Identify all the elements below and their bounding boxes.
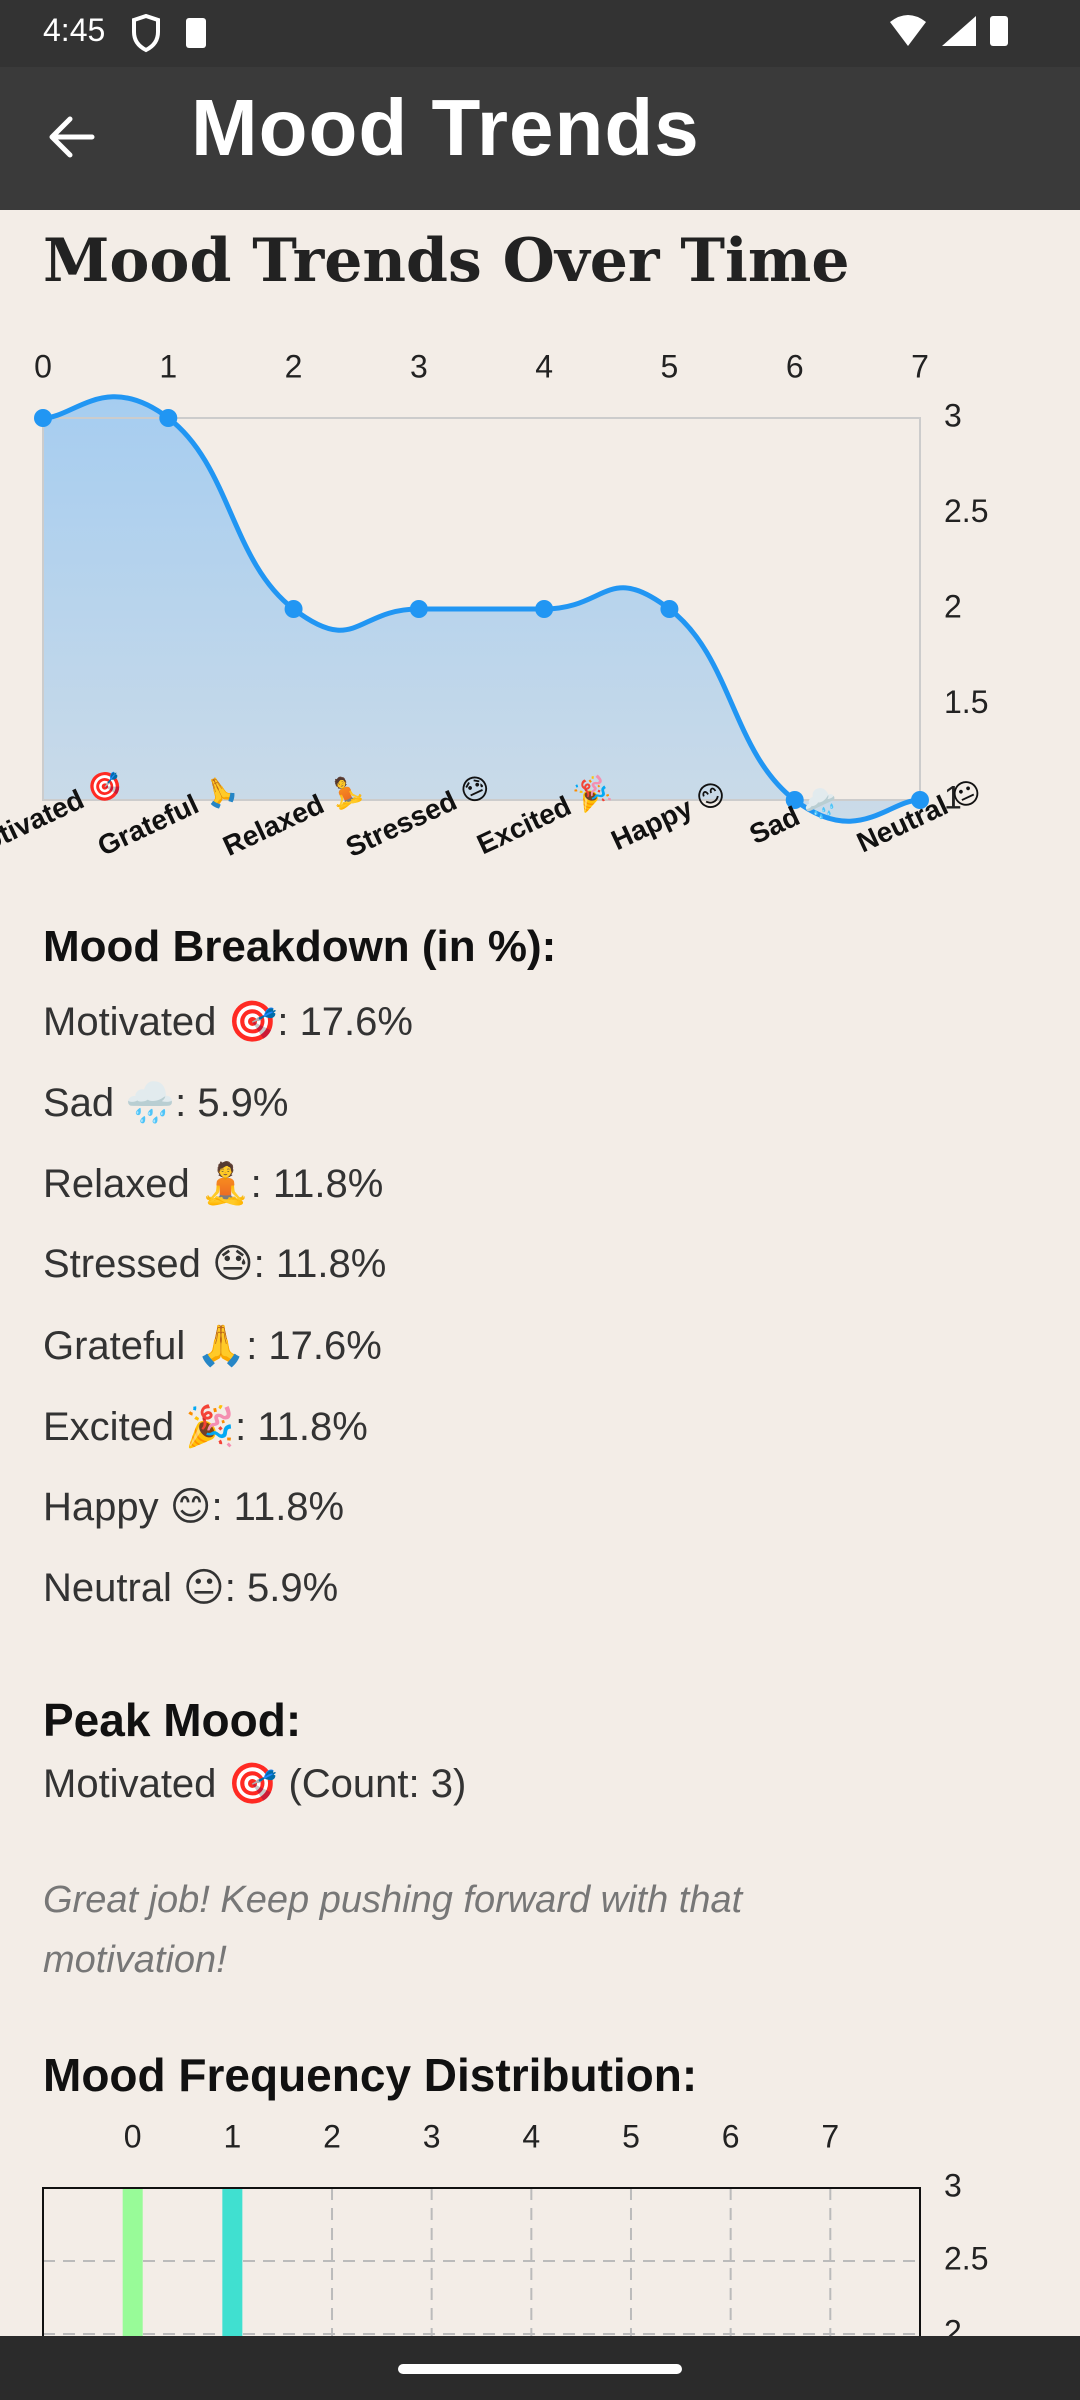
breakdown-item: Excited 🎉: 11.8% [43, 1405, 368, 1449]
x-tick-label: 0 [34, 348, 52, 384]
x-tick-label: 1 [159, 348, 177, 384]
point [535, 600, 554, 618]
x-tick-label: 0 [124, 2118, 142, 2154]
y-tick-label: 3 [944, 397, 962, 433]
y-tick-label: 2 [944, 588, 962, 624]
point [159, 409, 178, 427]
breakdown-item: Sad 🌧️: 5.9% [43, 1081, 289, 1125]
breakdown-item: Stressed 😓: 11.8% [43, 1242, 387, 1286]
x-tick-label: 2 [323, 2118, 341, 2154]
plot-frame [42, 417, 921, 801]
breakdown-item: Happy 😊: 11.8% [43, 1485, 345, 1529]
status-icons [132, 14, 206, 53]
x-tick-label: 4 [535, 348, 553, 384]
status-time: 4:45 [43, 12, 106, 48]
point [34, 409, 52, 427]
x-tick-label: 7 [821, 2118, 839, 2154]
breakdown-item: Motivated 🎯: 17.6% [43, 1000, 413, 1044]
freq-title: Mood Frequency Distribution: [43, 2049, 698, 2101]
x-tick-label: 3 [410, 348, 428, 384]
y-tick-label: 2.5 [944, 2240, 988, 2276]
home-indicator[interactable] [398, 2364, 682, 2374]
page-heading: Mood Trends Over Time [43, 226, 850, 296]
breakdown-item: Grateful 🙏: 17.6% [43, 1324, 382, 1368]
app-title: Mood Trends [191, 83, 700, 172]
x-tick-label: 5 [622, 2118, 640, 2154]
point [284, 600, 303, 618]
motivation-message: Great job! Keep pushing forward with tha… [43, 1879, 743, 1981]
y-tick-label: 1.5 [944, 684, 988, 720]
point [660, 600, 679, 618]
x-tick-label: 3 [423, 2118, 441, 2154]
x-tick-label: 6 [722, 2118, 740, 2154]
line [42, 394, 921, 824]
peak-title: Peak Mood: [43, 1694, 302, 1746]
back-button[interactable] [44, 112, 100, 162]
breakdown-item: Relaxed 🧘: 11.8% [43, 1162, 384, 1206]
x-tick-label: 2 [285, 348, 303, 384]
point [409, 600, 428, 618]
y-tick-label: 3 [944, 2167, 962, 2203]
status-right-icons [890, 15, 1008, 46]
y-tick-label: 2.5 [944, 493, 988, 529]
x-tick-label: 6 [786, 348, 804, 384]
y-tick-label: 1 [944, 779, 962, 815]
x-tick-label: 5 [661, 348, 679, 384]
plot-frame [42, 2187, 921, 2400]
peak-text: Motivated 🎯 (Count: 3) [43, 1762, 467, 1806]
breakdown-title: Mood Breakdown (in %): [43, 922, 557, 971]
breakdown-item: Neutral 😐: 5.9% [43, 1566, 339, 1610]
x-tick-label: 7 [911, 348, 929, 384]
point [785, 791, 804, 809]
point [911, 791, 929, 809]
app-bar [0, 67, 1080, 210]
x-tick-label: 4 [522, 2118, 540, 2154]
x-tick-label: 1 [223, 2118, 241, 2154]
